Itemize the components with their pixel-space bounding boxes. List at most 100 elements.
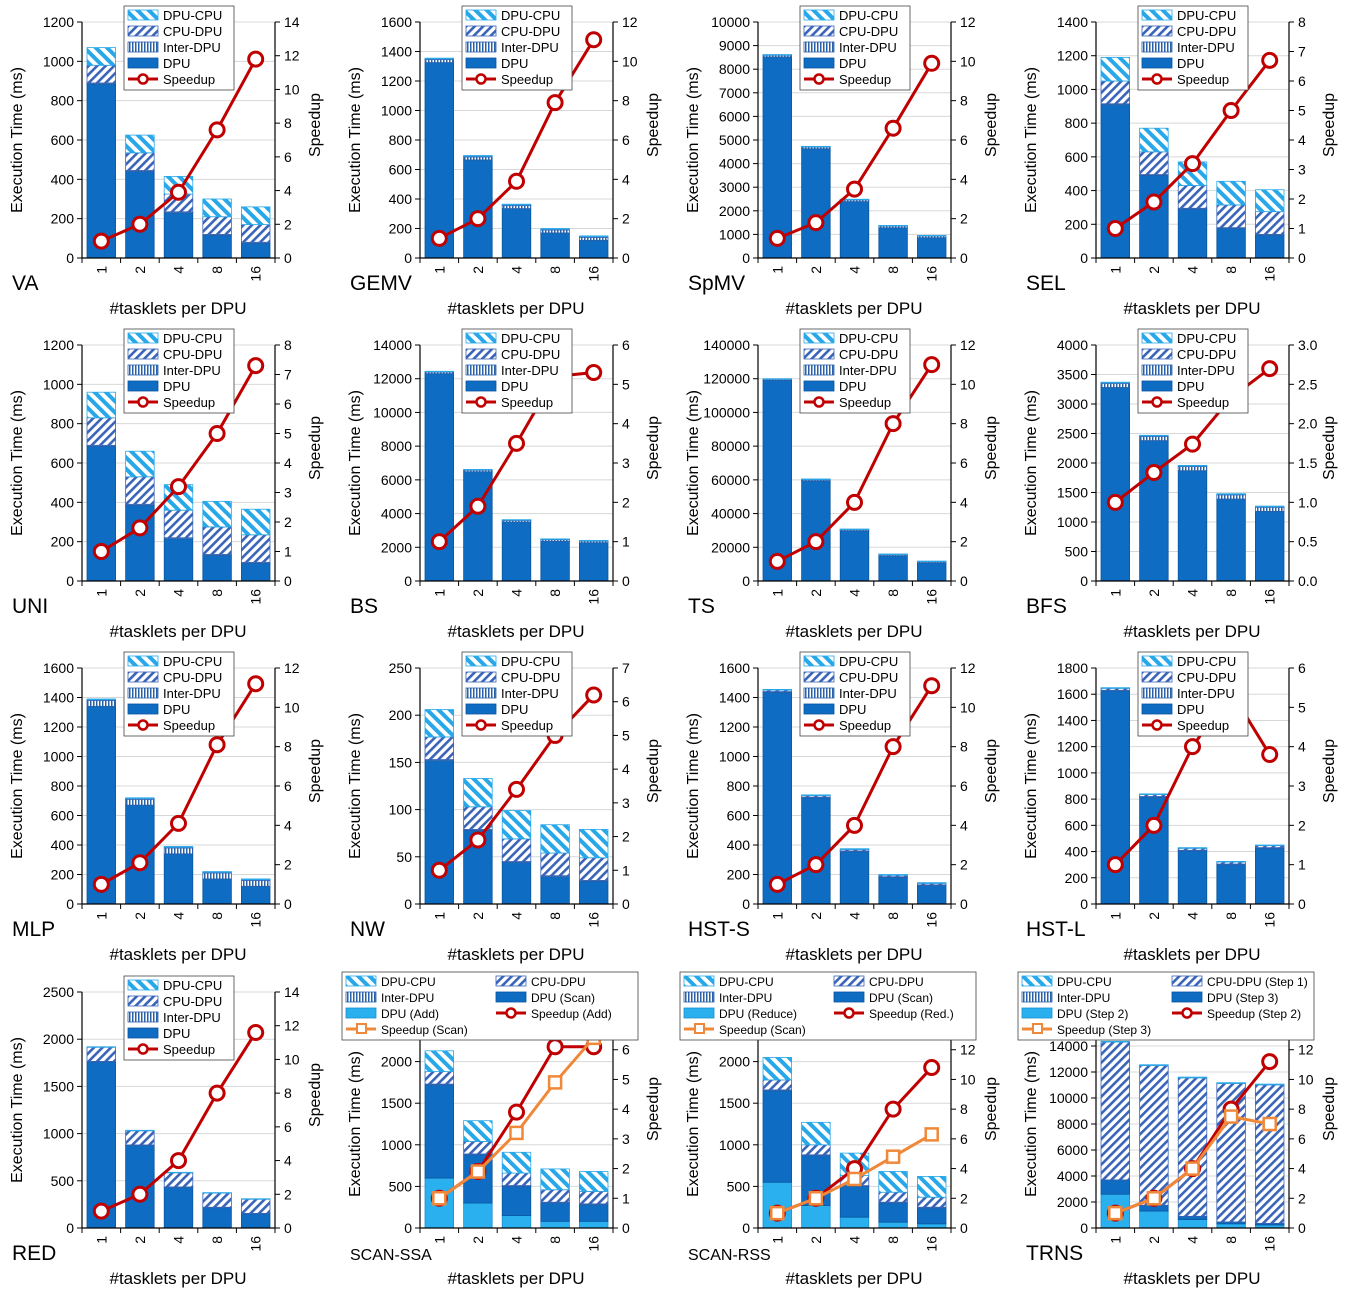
y2-axis-title: Speedup <box>983 93 1000 157</box>
bar-inter-dpu-8 <box>541 230 570 233</box>
y-tick-label: 8000 <box>1057 1116 1088 1132</box>
y-tick-label: 1500 <box>719 1095 750 1111</box>
legend-swatch <box>1142 333 1172 343</box>
point-speedup <box>510 782 524 796</box>
bar-dpu-cpu-2 <box>126 451 155 477</box>
point-speedup-step-3 <box>1109 1207 1121 1219</box>
x-tick-label: 1 <box>93 1236 109 1244</box>
x-tick-label: 2 <box>808 912 824 920</box>
legend-label: Inter-DPU <box>1177 686 1235 701</box>
y2-tick-label: 0 <box>284 573 292 589</box>
y2-tick-label: 14 <box>284 984 300 1000</box>
legend-label: Inter-DPU <box>719 991 772 1005</box>
legend-label: Speedup <box>163 72 215 87</box>
benchmark-label: GEMV <box>350 272 412 295</box>
point-speedup-step-3 <box>1225 1111 1237 1123</box>
legend-label: Inter-DPU <box>839 686 897 701</box>
bar-dpu-cpu-8 <box>1217 494 1246 495</box>
legend-marker <box>477 721 486 730</box>
point-speedup <box>587 33 601 47</box>
point-speedup <box>133 856 147 870</box>
point-speedup <box>1147 465 1161 479</box>
legend-marker <box>357 1024 366 1033</box>
legend-swatch <box>128 704 158 714</box>
y2-tick-label: 0 <box>622 573 630 589</box>
y-tick-label: 1500 <box>43 1078 74 1094</box>
bar-dpu-cpu-2 <box>126 798 155 799</box>
legend-label: DPU-CPU <box>501 654 560 669</box>
y-tick-label: 400 <box>51 171 75 187</box>
y2-axis-title: Speedup <box>307 1063 324 1127</box>
legend: DPU-CPUCPU-DPUInter-DPUDPUSpeedup <box>800 6 910 90</box>
y2-tick-label: 5 <box>622 376 630 392</box>
bar-dpu-step-3-1 <box>1101 1180 1130 1194</box>
y2-tick-label: 1 <box>622 534 630 550</box>
x-tick-label: 1 <box>1107 1236 1123 1244</box>
bar-dpu-2 <box>1140 441 1169 581</box>
bar-dpu-16 <box>1255 235 1284 258</box>
legend-label: DPU <box>501 56 528 71</box>
x-tick-label: 4 <box>1185 266 1201 274</box>
x-tick-label: 2 <box>808 589 824 597</box>
x-tick-label: 16 <box>924 266 940 282</box>
bar-cpu-dpu-2 <box>1140 152 1169 175</box>
legend-label: CPU-DPU <box>839 347 898 362</box>
y2-tick-label: 12 <box>960 1042 976 1058</box>
y-tick-label: 400 <box>1065 844 1089 860</box>
bar-dpu-8 <box>203 1208 232 1228</box>
y-tick-label: 1200 <box>43 14 74 30</box>
bar-dpu-cpu-8 <box>1217 181 1246 205</box>
y2-tick-label: 0 <box>1298 250 1306 266</box>
y-tick-label: 140000 <box>703 337 750 353</box>
legend-swatch <box>128 980 158 990</box>
x-tick-label: 2 <box>470 1236 486 1244</box>
y-axis-title: Execution Time (ms) <box>347 67 364 213</box>
bar-dpu-16 <box>917 238 946 258</box>
legend-label: DPU-CPU <box>163 654 222 669</box>
y-tick-label: 0 <box>742 1220 750 1236</box>
legend-swatch <box>684 992 714 1002</box>
legend-swatch <box>466 42 496 52</box>
y-tick-label: 80000 <box>711 438 750 454</box>
y2-tick-label: 4 <box>1298 132 1306 148</box>
legend-label: Speedup (Scan) <box>381 1023 468 1037</box>
x-tick-label: 1 <box>93 266 109 274</box>
benchmark-label: TRNS <box>1026 1242 1083 1265</box>
point-speedup <box>471 833 485 847</box>
bar-cpu-dpu-4 <box>502 839 531 862</box>
bar-dpu-8 <box>203 555 232 581</box>
y2-tick-label: 0.0 <box>1298 573 1318 589</box>
x-axis-title: #tasklets per DPU <box>448 622 585 641</box>
y2-tick-label: 4 <box>960 817 968 833</box>
y-tick-label: 1000 <box>719 749 750 765</box>
y2-tick-label: 8 <box>960 1101 968 1117</box>
x-tick-label: 8 <box>209 1236 225 1244</box>
bar-dpu-cpu-8 <box>203 199 232 217</box>
y-tick-label: 600 <box>1065 149 1089 165</box>
bar-cpu-dpu-4 <box>1178 186 1207 209</box>
legend-marker <box>139 721 148 730</box>
y2-tick-label: 10 <box>284 699 300 715</box>
y-tick-label: 14000 <box>1049 1038 1088 1054</box>
y-tick-label: 400 <box>1065 183 1089 199</box>
y-tick-label: 800 <box>389 132 413 148</box>
legend-label: DPU (Add) <box>381 1007 439 1021</box>
y-tick-label: 1000 <box>43 376 74 392</box>
legend-label: DPU (Step 3) <box>1207 991 1278 1005</box>
y-tick-label: 3000 <box>719 179 750 195</box>
y-tick-label: 1800 <box>1057 660 1088 676</box>
legend-swatch <box>466 365 496 375</box>
bar-dpu-4 <box>164 1187 193 1228</box>
chart-trns: 0200040006000800010000120001400002468101… <box>1014 970 1352 1290</box>
legend-swatch <box>834 976 864 986</box>
legend-label: DPU-CPU <box>381 975 436 989</box>
bar-dpu-cpu-1 <box>87 699 116 700</box>
bar-dpu-2 <box>1140 175 1169 258</box>
legend-label: DPU-CPU <box>1177 331 1236 346</box>
bar-dpu-cpu-1 <box>425 710 454 737</box>
bar-dpu-cpu-1 <box>763 1057 792 1079</box>
x-tick-label: 8 <box>209 589 225 597</box>
bar-cpu-dpu-step-1-2 <box>1140 1066 1169 1206</box>
y2-tick-label: 5 <box>284 426 292 442</box>
x-tick-label: 2 <box>470 912 486 920</box>
